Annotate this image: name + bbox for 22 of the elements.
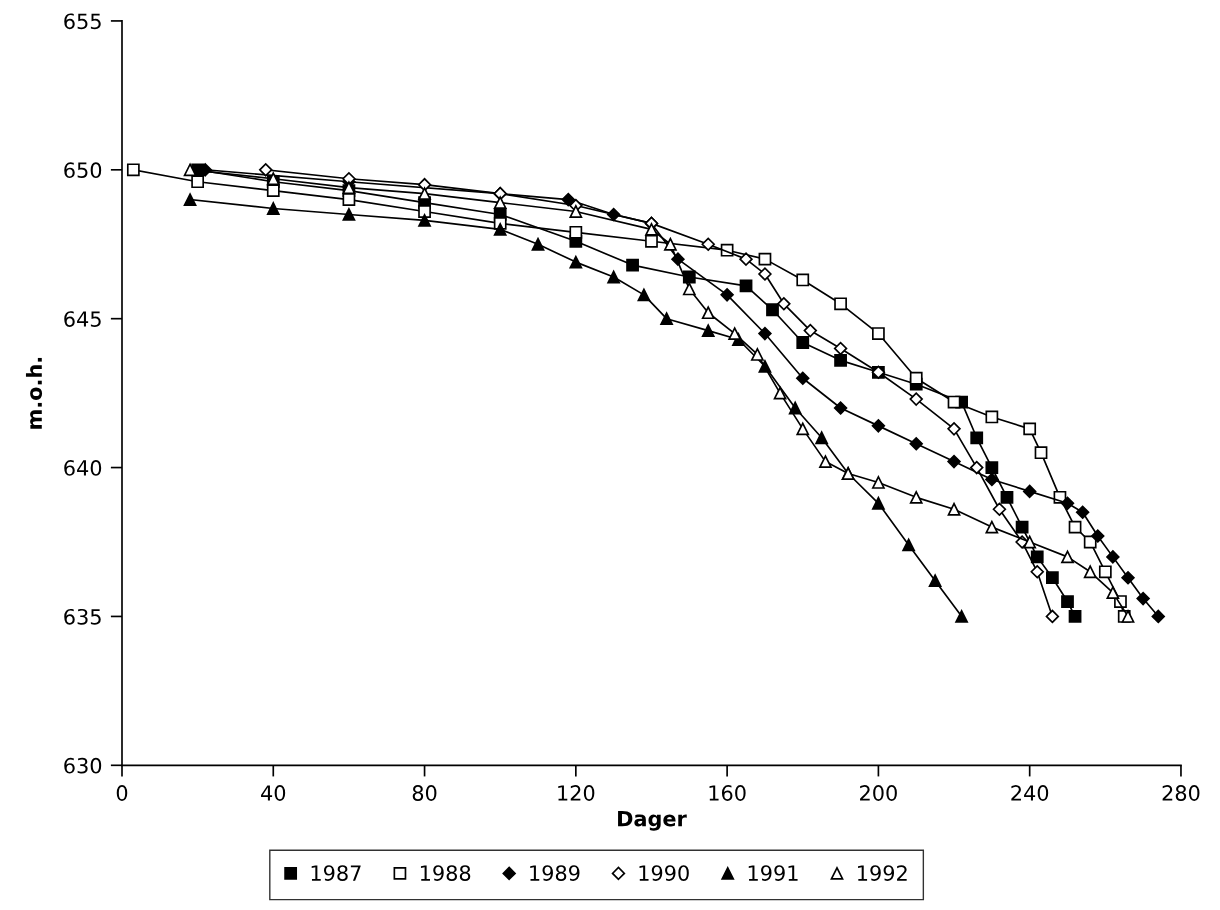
y-tick-label: 655 <box>64 13 101 30</box>
legend-label: 1992 <box>858 865 907 881</box>
legend-label: 1987 <box>311 865 361 881</box>
x-axis-title: Dager <box>618 810 687 831</box>
x-tick-label: 80 <box>412 785 437 801</box>
x-tick-label: 200 <box>860 785 897 801</box>
x-tick-label: 280 <box>1162 785 1200 801</box>
x-tick-label: 240 <box>1011 785 1049 801</box>
legend-label: 1991 <box>748 865 798 881</box>
legend-label: 1989 <box>530 865 580 881</box>
y-tick-label: 650 <box>64 162 102 179</box>
y-axis-title: m.o.h. <box>25 357 43 429</box>
y-tick-label: 630 <box>64 757 102 774</box>
x-tick-label: 40 <box>261 785 286 801</box>
y-tick-label: 635 <box>64 608 101 625</box>
x-tick-label: 120 <box>558 785 595 801</box>
y-tick-label: 645 <box>64 311 101 327</box>
legend-label: 1988 <box>420 865 471 881</box>
y-tick-label: 640 <box>64 460 102 476</box>
legend-label: 1990 <box>639 865 689 881</box>
x-tick-label: 0 <box>116 785 128 801</box>
x-tick-label: 160 <box>709 785 746 801</box>
